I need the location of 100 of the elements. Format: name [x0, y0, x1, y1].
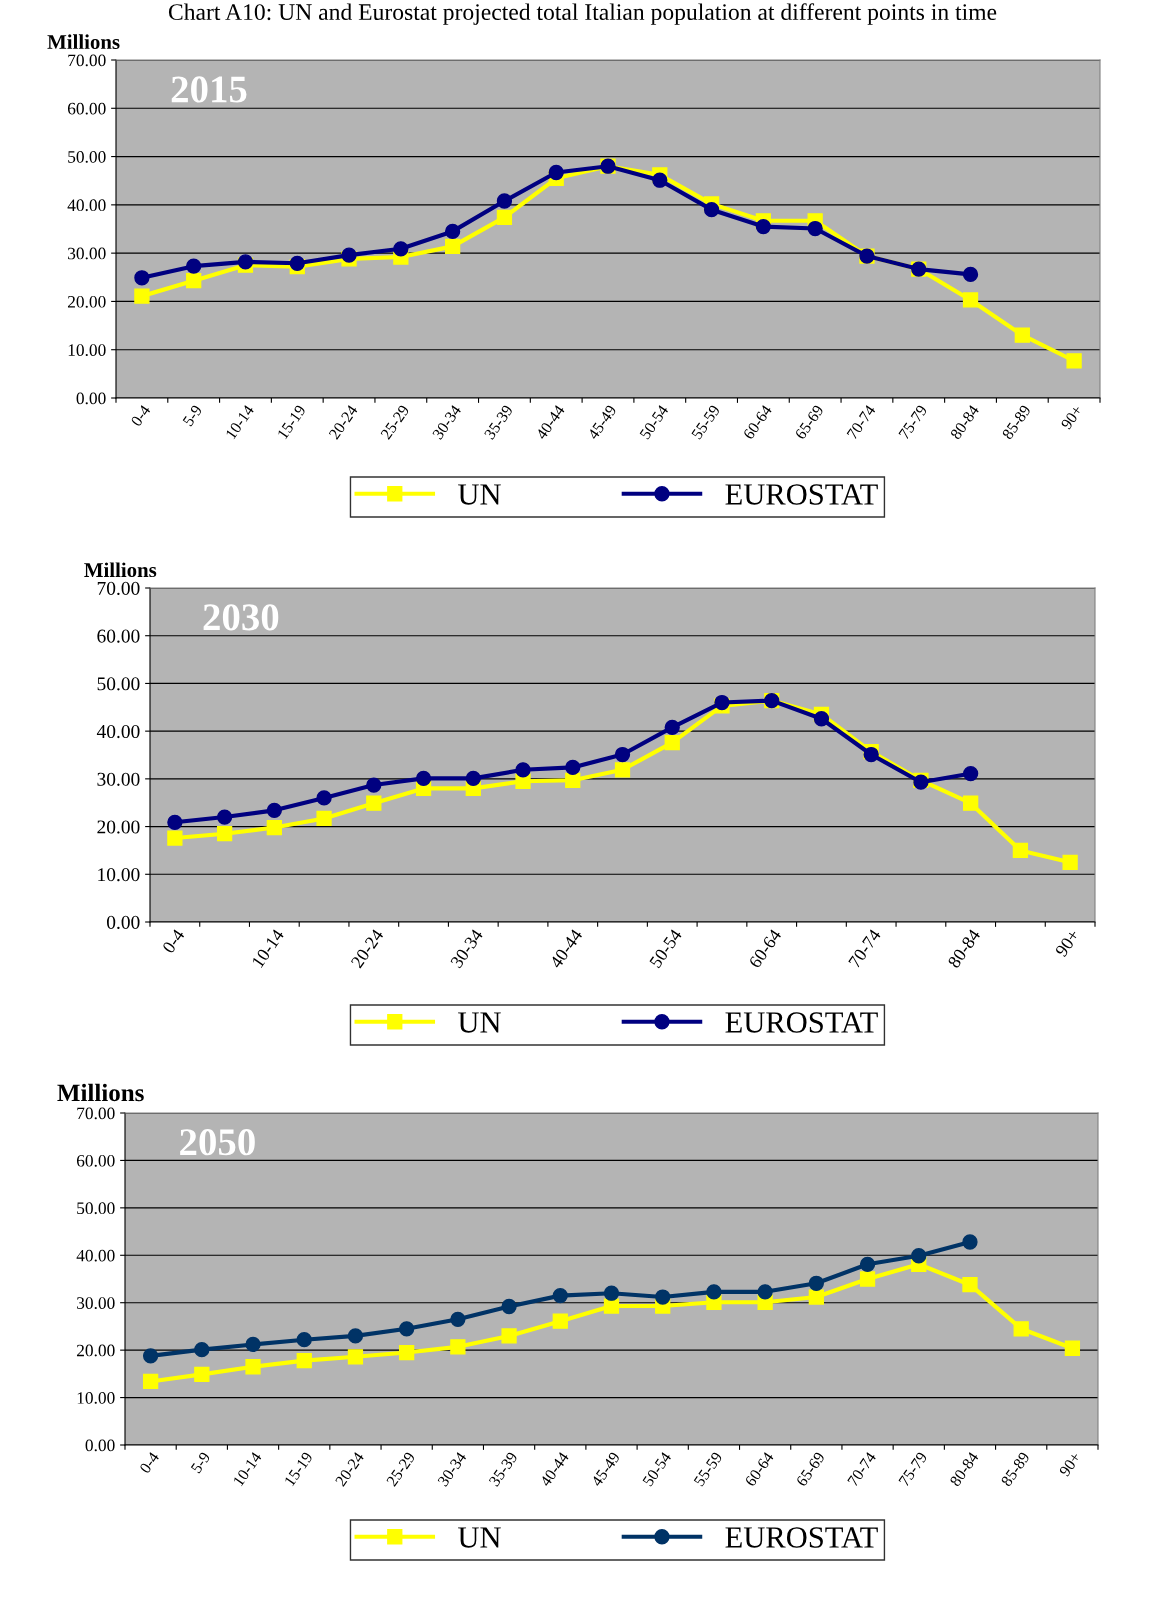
point [706, 1284, 722, 1300]
y-tick-label: 20.00 [97, 820, 140, 834]
y-tick-label: 0.00 [106, 915, 140, 930]
y-axis-title: Millions [84, 562, 157, 578]
point [548, 164, 564, 181]
point [963, 765, 979, 782]
point [962, 1277, 978, 1293]
point [1066, 353, 1082, 369]
point [194, 1342, 210, 1358]
chart-title: Chart A10: UN and Eurostat projected total Italian population at different points in time [168, 3, 997, 25]
x-tick-label: 0-4 [161, 928, 186, 954]
point [366, 777, 382, 793]
point [552, 1313, 568, 1329]
point [962, 1234, 978, 1250]
y-tick-label: 70.00 [97, 581, 140, 596]
point [444, 238, 461, 255]
y-tick-label: 70.00 [77, 1107, 115, 1120]
legend-label: UN [458, 1527, 501, 1548]
point [565, 772, 581, 788]
legend-label: EUROSTAT [725, 1012, 878, 1033]
point [245, 1336, 261, 1353]
point [393, 241, 409, 257]
point [186, 258, 202, 274]
legend-label: EUROSTAT [725, 484, 878, 505]
point [316, 810, 332, 827]
y-axis-title: Millions [47, 34, 120, 50]
x-tick-label: 90+ [1058, 1451, 1082, 1478]
point [652, 172, 668, 188]
point [347, 1349, 364, 1365]
point [603, 1285, 620, 1301]
point [565, 759, 581, 776]
y-tick-label: 60.00 [97, 629, 140, 643]
y-tick-label: 30.00 [77, 1297, 115, 1309]
point [655, 1289, 671, 1305]
point [216, 826, 233, 842]
point [316, 790, 332, 806]
y-tick-label: 40.00 [76, 1249, 115, 1262]
point [266, 802, 282, 818]
point [366, 795, 382, 811]
point [1064, 1340, 1081, 1356]
x-tick-label: 90+ [1060, 404, 1083, 431]
annotation: 2030 [203, 604, 279, 631]
annotation: 2015 [171, 76, 247, 103]
x-tick-label: 0-4 [130, 404, 151, 427]
point [341, 247, 357, 263]
point [664, 734, 680, 751]
point [496, 193, 513, 209]
y-tick-label: 30.00 [68, 247, 106, 260]
legend-label: EUROSTAT [725, 1527, 878, 1548]
point [1062, 854, 1078, 870]
point [194, 1366, 210, 1382]
point [167, 830, 183, 846]
point [714, 694, 730, 711]
point [347, 1328, 364, 1344]
x-tick-label: 5-9 [182, 404, 203, 427]
point [496, 209, 513, 226]
point [216, 809, 233, 825]
y-tick-label: 0.00 [76, 392, 106, 405]
point [962, 266, 979, 283]
y-tick-label: 20.00 [67, 295, 106, 308]
x-tick-label: 90+ [1054, 928, 1081, 958]
point [296, 1352, 312, 1369]
point [515, 762, 531, 778]
point [808, 1289, 824, 1305]
point [807, 220, 823, 237]
point [289, 255, 305, 271]
point [1014, 327, 1030, 343]
y-tick-label: 40.00 [67, 199, 106, 212]
point [1013, 1321, 1029, 1337]
point [552, 1287, 568, 1304]
point [859, 1256, 876, 1272]
point [808, 1275, 824, 1291]
point [186, 273, 202, 289]
y-tick-label: 40.00 [96, 724, 140, 739]
point [962, 292, 979, 308]
point [399, 1321, 415, 1337]
point [134, 270, 150, 286]
y-tick-label: 50.00 [97, 677, 140, 691]
point [167, 814, 183, 830]
y-tick-label: 70.00 [68, 54, 106, 67]
annotation: 2050 [180, 1129, 255, 1156]
point [614, 762, 631, 778]
point [703, 202, 720, 218]
y-tick-label: 30.00 [97, 772, 140, 786]
legend-label: UN [458, 1012, 501, 1033]
y-tick-label: 50.00 [68, 151, 106, 163]
y-tick-label: 10.00 [77, 1392, 115, 1404]
legend-label: UN [458, 484, 501, 505]
y-tick-label: 10.00 [68, 344, 106, 356]
point [664, 719, 680, 735]
point [266, 819, 282, 836]
y-tick-label: 60.00 [67, 102, 106, 115]
point [501, 1328, 517, 1344]
point [465, 770, 481, 787]
point [245, 1359, 261, 1375]
point [755, 218, 772, 235]
point [450, 1339, 466, 1355]
y-tick-label: 50.00 [77, 1202, 115, 1215]
x-tick-label: 0-4 [139, 1451, 160, 1474]
y-tick-label: 0.00 [85, 1439, 115, 1452]
